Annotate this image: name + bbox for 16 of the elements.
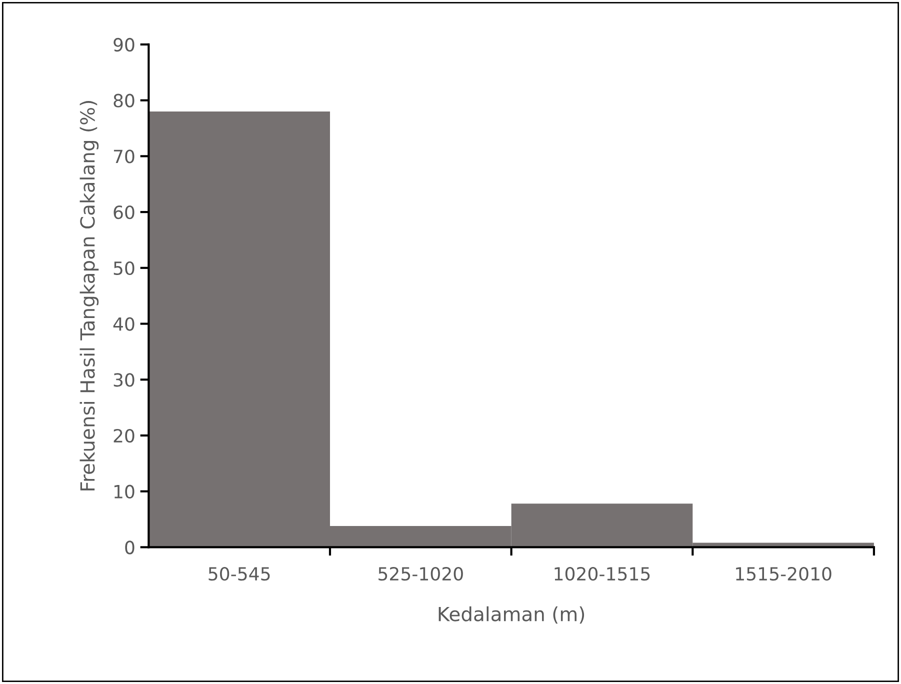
x-tick-label: 50-545	[208, 566, 270, 581]
y-tick-label: 20	[114, 428, 134, 443]
x-axis-title: Kedalaman (m)	[438, 606, 584, 624]
y-tick-label: 40	[113, 317, 134, 331]
y-tick-label: 90	[114, 38, 134, 52]
y-tick-label: 70	[114, 150, 134, 164]
y-tick-label: 0	[125, 540, 134, 554]
y-tick-label: 30	[114, 373, 134, 387]
x-tick-label: 1020-1515	[554, 566, 650, 581]
y-tick-label: 60	[114, 206, 134, 220]
y-axis-title: Frekuensi Hasil Tangkapan Cakalang (%)	[80, 101, 99, 490]
y-tick-label: 80	[114, 94, 134, 108]
y-tick-label: 10	[114, 484, 134, 498]
x-tick-label: 525-1020	[378, 566, 463, 581]
x-tick-label: 1515-2010	[736, 566, 832, 581]
y-tick-label: 50	[114, 261, 134, 276]
